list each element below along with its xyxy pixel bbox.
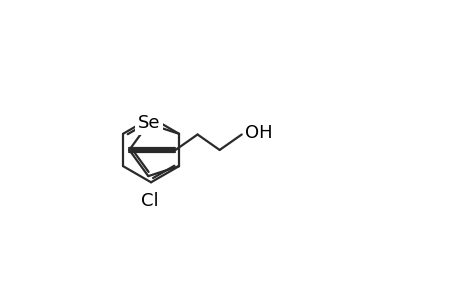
Text: OH: OH [244,124,272,142]
Text: Cl: Cl [140,191,158,209]
Text: Se: Se [138,114,160,132]
